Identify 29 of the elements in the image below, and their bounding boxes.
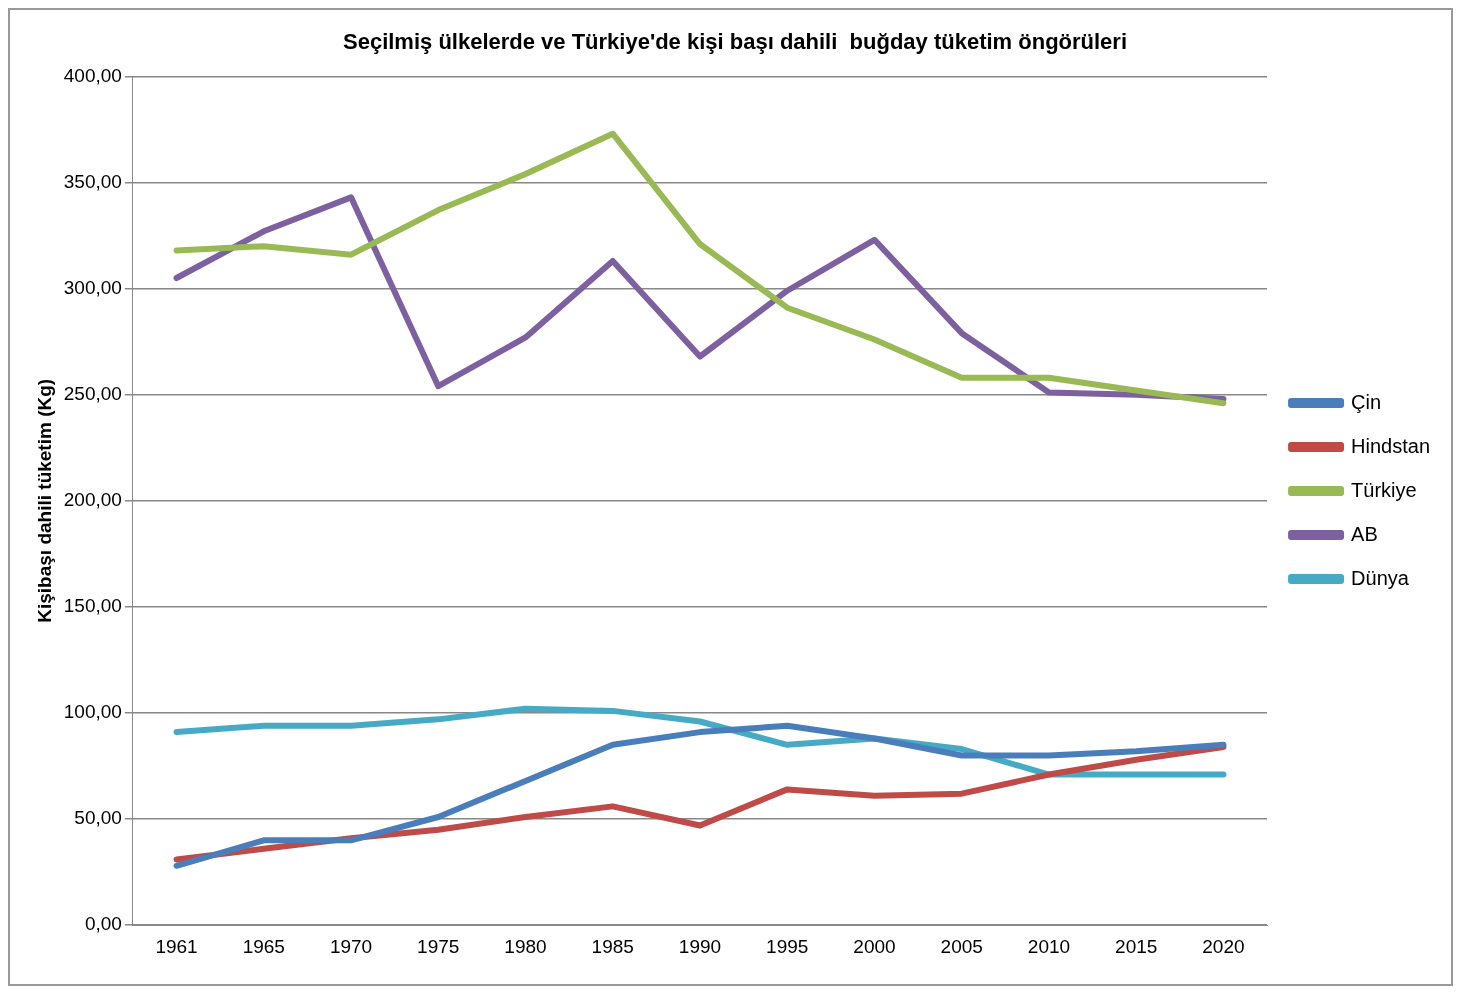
y-axis-title: Kişibaşı dahili tüketim (Kg) (33, 378, 55, 623)
y-tick-label: 300,00 (63, 276, 122, 298)
y-tick-label: 150,00 (63, 595, 122, 617)
y-tick-label: 400,00 (63, 64, 122, 86)
y-tick-label: 100,00 (63, 701, 122, 723)
x-tick-label: 1985 (591, 935, 634, 957)
legend-label: Türkiye (1351, 478, 1417, 501)
x-tick-label: 2000 (853, 935, 896, 957)
x-tick-label: 2010 (1027, 935, 1071, 957)
x-tick-label: 1961 (155, 935, 198, 957)
legend-label: Çin (1351, 390, 1382, 413)
legend-label: Dünya (1351, 566, 1410, 589)
y-tick-label: 200,00 (63, 489, 122, 511)
x-tick-label: 2020 (1202, 935, 1245, 957)
x-tick-label: 1965 (242, 935, 285, 957)
x-tick-label: 1995 (766, 935, 809, 957)
y-tick-label: 250,00 (63, 382, 122, 404)
x-tick-label: 2005 (940, 935, 983, 957)
y-tick-label: 50,00 (74, 807, 122, 829)
legend-label: AB (1351, 522, 1378, 545)
x-tick-label: 1990 (678, 935, 722, 957)
x-tick-label: 1975 (417, 935, 460, 957)
chart-title: Seçilmiş ülkelerde ve Türkiye'de kişi başı dahili buğday tüketim öngörüleri (342, 29, 1128, 55)
legend-label: Hindstan (1351, 434, 1430, 457)
y-tick-label: 0,00 (84, 913, 122, 935)
y-tick-label: 350,00 (63, 170, 122, 192)
x-tick-label: 2015 (1115, 935, 1158, 957)
x-tick-label: 1980 (504, 935, 547, 957)
x-tick-label: 1970 (329, 935, 373, 957)
